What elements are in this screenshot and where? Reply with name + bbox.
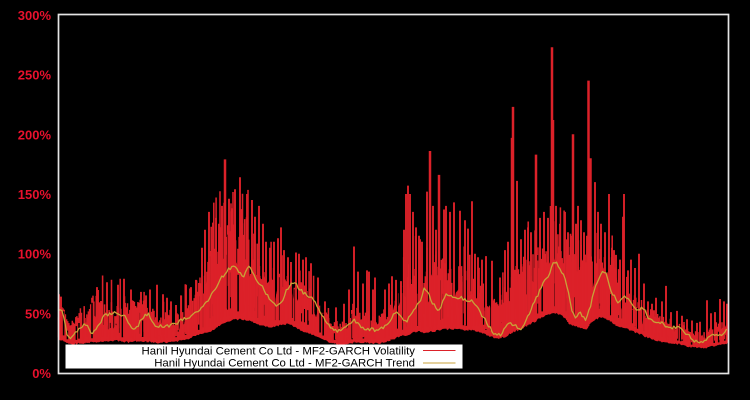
svg-text:Hanil Hyundai Cement Co Ltd -: Hanil Hyundai Cement Co Ltd - MF2-GARCH … [154, 358, 415, 370]
svg-text:250%: 250% [18, 68, 52, 83]
svg-text:200%: 200% [18, 127, 52, 142]
svg-text:Hanil Hyundai Cement Co Ltd -: Hanil Hyundai Cement Co Ltd - MF2-GARCH … [142, 346, 416, 358]
svg-text:300%: 300% [18, 8, 52, 23]
svg-text:100%: 100% [18, 247, 52, 262]
svg-text:50%: 50% [25, 306, 51, 321]
svg-text:0%: 0% [32, 366, 51, 381]
svg-text:150%: 150% [18, 187, 52, 202]
